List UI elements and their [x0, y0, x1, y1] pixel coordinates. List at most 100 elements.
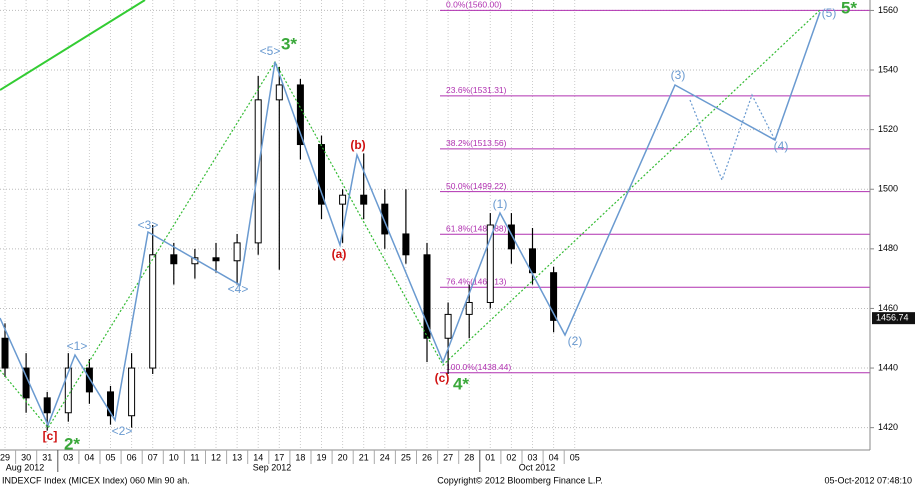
x-tick-label: 20	[338, 452, 348, 462]
footer-center: Copyright© 2012 Bloomberg Finance L.P.	[437, 475, 603, 485]
wave-label: (1)	[493, 197, 508, 211]
x-tick-label: 05	[105, 452, 115, 462]
bar-body	[85, 367, 93, 393]
x-tick-label: 26	[422, 452, 432, 462]
bar-body	[128, 367, 136, 417]
bar-body	[339, 194, 347, 205]
fib-label: 38.2%(1513.56)	[446, 138, 507, 148]
wave-label: 4*	[453, 374, 469, 393]
month-label: Sep 2012	[253, 462, 292, 472]
x-tick-label: 01	[485, 452, 495, 462]
x-tick-label: 31	[42, 452, 52, 462]
bar-body	[149, 254, 157, 369]
last-price-label: 1456.74	[876, 313, 909, 323]
wave-label: <5>	[260, 44, 281, 58]
x-tick-label: 05	[570, 452, 580, 462]
wave-drawings	[0, 0, 821, 430]
fib-label: 61.8%(1484.88)	[446, 224, 507, 234]
bar-body	[296, 84, 304, 146]
month-label: Aug 2012	[6, 462, 45, 472]
wave-label: [c]	[43, 429, 58, 443]
bar-body	[360, 194, 368, 205]
fib-label: 76.4%(1467.13)	[446, 276, 507, 286]
bar-body	[318, 144, 325, 205]
x-tick-label: 19	[316, 452, 326, 462]
wave-label: (b)	[350, 138, 365, 152]
y-tick-label: 1420	[878, 422, 898, 432]
bar-body	[465, 301, 473, 315]
bar-body	[170, 254, 178, 265]
wave-label: (c)	[435, 371, 450, 385]
bar-body	[550, 272, 558, 321]
footer-left: INDEXCF Index (MICEX Index) 060 Min 90 a…	[2, 475, 190, 485]
x-tick-label: 13	[232, 452, 242, 462]
last-price-box	[872, 312, 915, 325]
x-tick-label: 11	[190, 452, 199, 462]
wave-label: (2)	[568, 334, 583, 348]
fib-label: 23.6%(1531.31)	[446, 85, 507, 95]
bar-body	[402, 233, 410, 256]
x-tick-label: 10	[169, 452, 179, 462]
y-tick-label: 1540	[878, 64, 898, 74]
fib-label: 50.0%(1499.22)	[446, 181, 507, 191]
y-tick-label: 1520	[878, 124, 898, 134]
annotations: [c] 2* <1> <2> <3> <4> <5> 3* (b) (a) (c…	[43, 0, 858, 453]
bar-body	[381, 203, 389, 235]
wave-path	[0, 11, 821, 427]
wave-label: 5*	[841, 0, 857, 17]
wave-label: (4)	[774, 139, 789, 153]
x-tick-label: 04	[84, 452, 94, 462]
x-tick-label: 03	[527, 452, 537, 462]
y-tick-label: 1460	[878, 303, 898, 313]
y-tick-label: 1440	[878, 362, 898, 372]
bar-body	[64, 367, 72, 414]
bar-body	[444, 313, 452, 339]
fib-label: 0.0%(1560.00)	[446, 0, 502, 10]
bar-body	[212, 257, 220, 262]
x-tick-label: 24	[380, 452, 390, 462]
x-tick-label: 03	[63, 452, 73, 462]
wave-label: (5)	[822, 6, 837, 20]
wave-alt-path	[689, 93, 776, 182]
bar-body	[423, 254, 431, 339]
wave-label: <1>	[67, 339, 88, 353]
bar-body	[275, 84, 283, 101]
y-tick-label: 1480	[878, 243, 898, 253]
bar-body	[43, 397, 51, 414]
x-tick-label: 12	[211, 452, 221, 462]
y-tick-label: 1500	[878, 184, 898, 194]
wave-label: <3>	[138, 218, 159, 232]
x-tick-label: 07	[148, 452, 158, 462]
x-tick-label: 17	[274, 452, 284, 462]
fibonacci-levels: 0.0%(1560.00) 23.6%(1531.31) 38.2%(1513.56…	[440, 0, 870, 374]
footer-right: 05-Oct-2012 07:48:10	[824, 475, 912, 485]
wave-label: (3)	[671, 68, 686, 82]
bar-body	[1, 337, 9, 369]
x-tick-label: 30	[21, 452, 31, 462]
x-tick-label: 02	[506, 452, 516, 462]
price-bars	[1, 67, 558, 431]
bar-body	[233, 242, 241, 262]
x-tick-label: 14	[253, 452, 263, 462]
x-tick-label: 21	[359, 452, 369, 462]
wave-label: <4>	[228, 282, 249, 296]
wave-label: <2>	[112, 424, 133, 438]
wave-label: (a)	[332, 247, 347, 261]
wave-label: 3*	[281, 34, 297, 53]
y-tick-label: 1560	[878, 5, 898, 15]
bar-body	[107, 391, 114, 417]
x-tick-label: 04	[549, 452, 559, 462]
wave-label: 2*	[64, 434, 80, 453]
x-tick-label: 18	[295, 452, 305, 462]
bar-body	[507, 224, 515, 250]
x-tick-label: 25	[401, 452, 411, 462]
x-tick-label: 28	[464, 452, 474, 462]
x-tick-label: 06	[127, 452, 137, 462]
trend-line	[0, 0, 146, 91]
x-tick-label: 27	[443, 452, 453, 462]
bar-body	[486, 224, 494, 303]
month-label: Oct 2012	[519, 462, 556, 472]
x-tick-label: 29	[0, 452, 10, 462]
